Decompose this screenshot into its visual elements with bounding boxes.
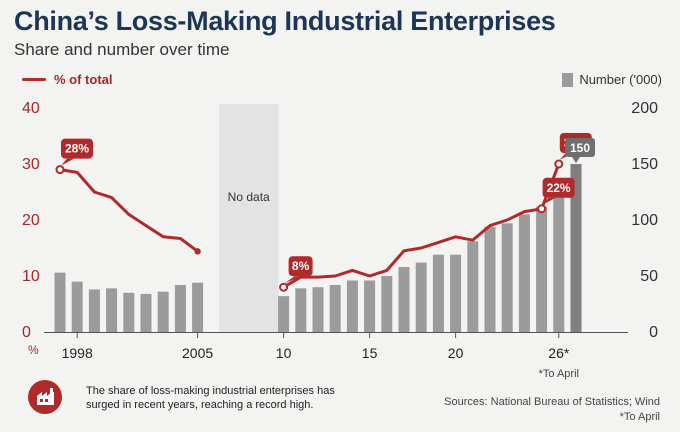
left-axis-tick: 0 xyxy=(22,324,31,341)
share-marker xyxy=(279,282,289,292)
bar xyxy=(484,226,496,332)
x-axis-label: 2005 xyxy=(182,345,213,361)
bar xyxy=(467,241,479,332)
bar xyxy=(278,296,290,332)
no-data-label: No data xyxy=(228,190,270,204)
bar xyxy=(398,267,410,332)
bar-callout-box xyxy=(565,138,595,157)
bar xyxy=(553,181,565,332)
bar xyxy=(364,280,376,332)
bar xyxy=(432,254,444,332)
right-axis-tick: 100 xyxy=(631,212,658,229)
bar xyxy=(106,288,118,332)
share-marker xyxy=(55,165,65,175)
no-data-band xyxy=(219,104,279,332)
x-axis-note: *To April xyxy=(539,368,579,380)
share-line xyxy=(58,168,200,253)
footnote: *To April xyxy=(619,411,660,423)
footer-caption: The share of loss-making industrial ente… xyxy=(86,385,335,411)
right-axis-tick: 0 xyxy=(649,324,658,341)
share-callout-pointer xyxy=(61,158,74,166)
x-axis-label: 1998 xyxy=(62,345,93,361)
legend-bar-swatch xyxy=(562,72,574,87)
bar xyxy=(329,284,341,332)
legend-share-label: % of total xyxy=(54,72,113,87)
bar xyxy=(450,254,462,332)
bar xyxy=(140,293,152,332)
factory-icon xyxy=(28,380,62,414)
bar xyxy=(192,282,204,332)
left-axis-tick: 30 xyxy=(22,156,40,173)
x-axis-label: 10 xyxy=(276,345,292,361)
bar xyxy=(157,291,169,332)
share-callout-label: 28% xyxy=(65,142,89,156)
right-axis-tick: 50 xyxy=(640,268,658,285)
bar xyxy=(346,280,358,332)
share-callout-label: 8% xyxy=(292,259,310,273)
share-callout-box xyxy=(61,138,93,159)
share-callout-pointer xyxy=(542,197,556,205)
bar xyxy=(88,289,100,332)
x-axis-label: 20 xyxy=(448,345,464,361)
share-callout-pointer xyxy=(284,276,302,284)
bar xyxy=(570,164,582,332)
bar xyxy=(174,284,186,332)
sources-note: Sources: National Bureau of Statistics; … xyxy=(444,396,660,408)
bar xyxy=(54,272,66,332)
legend-number-label: Number ('000) xyxy=(579,72,662,87)
bar xyxy=(123,292,135,332)
bar xyxy=(381,276,393,332)
bar xyxy=(415,262,427,332)
legend-line-swatch xyxy=(22,78,46,81)
left-axis-tick: 20 xyxy=(22,212,40,229)
share-callout-label: 22% xyxy=(547,181,571,195)
left-axis-tick: 40 xyxy=(22,100,40,117)
bar xyxy=(312,287,324,332)
share-line-end-marker xyxy=(194,248,201,255)
bar-callout-pointer xyxy=(572,157,580,163)
x-axis-label: 26* xyxy=(548,345,570,361)
legend-number: Number ('000) xyxy=(562,72,662,87)
left-axis-unit: % xyxy=(28,343,39,357)
chart-subtitle: Share and number over time xyxy=(14,40,230,59)
legend-share: % of total xyxy=(22,72,113,87)
chart-title: China’s Loss-Making Industrial Enterpris… xyxy=(14,6,556,36)
share-callout-box xyxy=(542,177,575,198)
bar xyxy=(295,288,307,332)
share-marker xyxy=(537,204,547,214)
right-axis-tick: 200 xyxy=(631,100,658,117)
left-axis-tick: 10 xyxy=(22,268,40,285)
x-axis-label: 15 xyxy=(362,345,378,361)
bar-callout-label: 150 xyxy=(570,141,590,155)
bar xyxy=(536,206,548,332)
share-marker xyxy=(554,159,564,169)
bar xyxy=(71,281,83,332)
share-callout-box xyxy=(288,256,313,277)
bar xyxy=(501,223,513,332)
right-axis-tick: 150 xyxy=(631,156,658,173)
bar xyxy=(518,214,530,332)
share-line xyxy=(282,162,561,289)
